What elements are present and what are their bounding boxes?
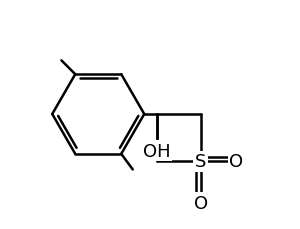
Text: OH: OH — [143, 142, 171, 160]
Text: O: O — [194, 194, 208, 212]
Text: S: S — [195, 153, 206, 170]
Text: O: O — [229, 153, 243, 170]
